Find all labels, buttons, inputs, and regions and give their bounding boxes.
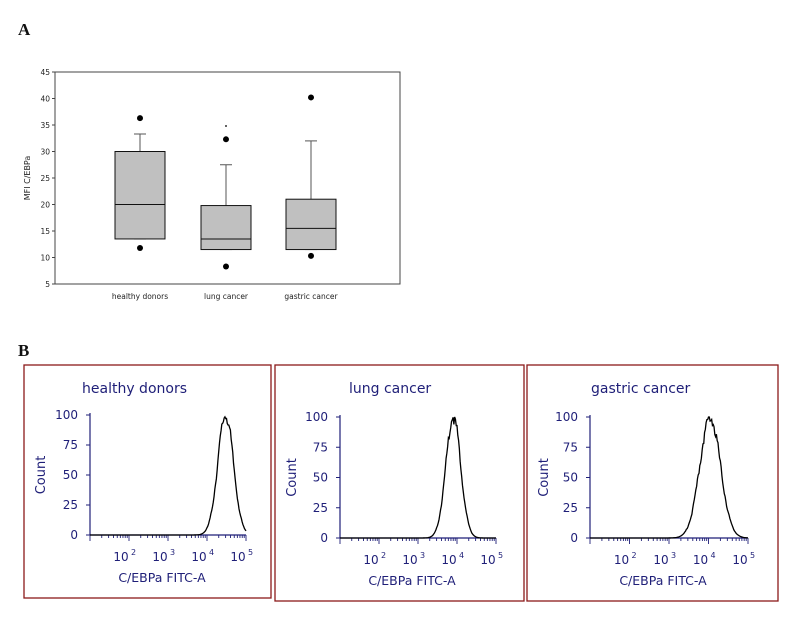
y-tick-label: 0 xyxy=(320,531,328,545)
x-tick-label-exponent: 5 xyxy=(750,551,755,560)
extreme-point xyxy=(225,125,227,128)
x-tick-label-exponent: 3 xyxy=(420,551,425,560)
x-tick-label-base: 10 xyxy=(732,553,747,567)
histogram-trace xyxy=(340,416,496,539)
outlier-point xyxy=(137,115,143,122)
x-tick-label-base: 10 xyxy=(363,553,378,567)
x-tick-label-base: 10 xyxy=(441,553,456,567)
histogram-title: gastric cancer xyxy=(591,381,691,397)
x-tick-label-exponent: 3 xyxy=(170,548,175,557)
y-tick-label: 100 xyxy=(555,410,578,424)
x-tick-label-base: 10 xyxy=(152,550,167,564)
boxplot-frame xyxy=(54,71,401,285)
y-tick-label: 0 xyxy=(570,531,578,545)
y-tick-label: 75 xyxy=(63,438,78,452)
panel-border xyxy=(526,364,779,602)
y-tick-label: 75 xyxy=(313,440,328,454)
x-tick-label-base: 10 xyxy=(191,550,206,564)
x-tick-label-exponent: 4 xyxy=(711,551,716,560)
y-tick-label: 75 xyxy=(563,440,578,454)
x-tick-label-base: 10 xyxy=(402,553,417,567)
category-label: healthy donors xyxy=(112,292,168,301)
y-tick-label: 50 xyxy=(63,468,78,482)
y-axis-label: Count xyxy=(537,458,552,497)
panel-b-letter: B xyxy=(18,341,29,360)
y-tick-label: 25 xyxy=(63,498,78,512)
y-tick-label: 50 xyxy=(563,471,578,485)
x-tick-label-base: 10 xyxy=(653,553,668,567)
y-tick-label: 45 xyxy=(40,68,50,77)
box-0 xyxy=(114,115,166,251)
category-label: gastric cancer xyxy=(284,292,338,301)
histogram-trace xyxy=(590,416,749,539)
outlier-point xyxy=(308,94,314,101)
box-2 xyxy=(285,94,337,259)
x-tick-label-exponent: 4 xyxy=(459,551,464,560)
y-tick-label: 100 xyxy=(305,410,328,424)
panel-border xyxy=(274,364,525,602)
x-tick-label-exponent: 2 xyxy=(632,551,637,560)
y-axis-label: Count xyxy=(34,456,49,495)
box-iqr xyxy=(114,151,166,240)
y-tick-label: 40 xyxy=(40,95,50,104)
x-tick-label-base: 10 xyxy=(693,553,708,567)
y-tick-label: 30 xyxy=(40,148,50,157)
y-tick-label: 25 xyxy=(313,501,328,515)
outlier-point xyxy=(223,263,229,270)
x-tick-label-base: 10 xyxy=(480,553,495,567)
x-tick-label-exponent: 2 xyxy=(381,551,386,560)
boxplot-chart: MFI C/EBPa 5 10 15 20 25 30 35 40 45 healthy don… xyxy=(23,68,401,301)
y-axis-label: Count xyxy=(285,458,300,497)
box-iqr xyxy=(285,198,337,251)
category-label: lung cancer xyxy=(204,292,249,301)
outlier-point xyxy=(308,252,314,259)
histogram-trace xyxy=(90,415,247,536)
y-tick-label: 20 xyxy=(40,201,50,210)
outlier-point xyxy=(137,244,143,251)
x-axis-label: C/EBPa FITC-A xyxy=(118,570,206,585)
panel-a-letter: A xyxy=(18,20,31,39)
x-tick-label-base: 10 xyxy=(614,553,629,567)
panel-border xyxy=(23,364,272,599)
x-axis-label: C/EBPa FITC-A xyxy=(619,573,707,588)
y-tick-label: 50 xyxy=(313,471,328,485)
y-axis-ticks: 5 10 15 20 25 30 35 40 45 xyxy=(40,68,55,289)
y-tick-label: 25 xyxy=(563,501,578,515)
y-axis-label: MFI C/EBPa xyxy=(23,156,32,201)
y-tick-label: 10 xyxy=(40,254,50,263)
y-tick-label: 0 xyxy=(70,528,78,542)
x-tick-label-base: 10 xyxy=(113,550,128,564)
x-tick-label-exponent: 3 xyxy=(671,551,676,560)
x-axis-categories: healthy donors lung cancer gastric cancer xyxy=(112,292,339,301)
y-tick-label: 100 xyxy=(55,408,78,422)
box-series xyxy=(114,94,337,270)
box-iqr xyxy=(200,205,252,251)
y-tick-label: 5 xyxy=(45,280,50,289)
x-tick-label-exponent: 5 xyxy=(248,548,253,557)
x-tick-label-exponent: 2 xyxy=(131,548,136,557)
histogram-title: lung cancer xyxy=(349,381,431,397)
x-tick-label-exponent: 4 xyxy=(209,548,214,557)
y-tick-label: 25 xyxy=(40,174,50,183)
y-tick-label: 15 xyxy=(40,227,50,236)
box-1 xyxy=(200,125,252,270)
x-tick-label-base: 10 xyxy=(230,550,245,564)
outlier-point xyxy=(223,136,229,143)
x-axis-label: C/EBPa FITC-A xyxy=(368,573,456,588)
x-tick-label-exponent: 5 xyxy=(498,551,503,560)
histogram-title: healthy donors xyxy=(82,381,187,397)
y-tick-label: 35 xyxy=(40,121,50,130)
